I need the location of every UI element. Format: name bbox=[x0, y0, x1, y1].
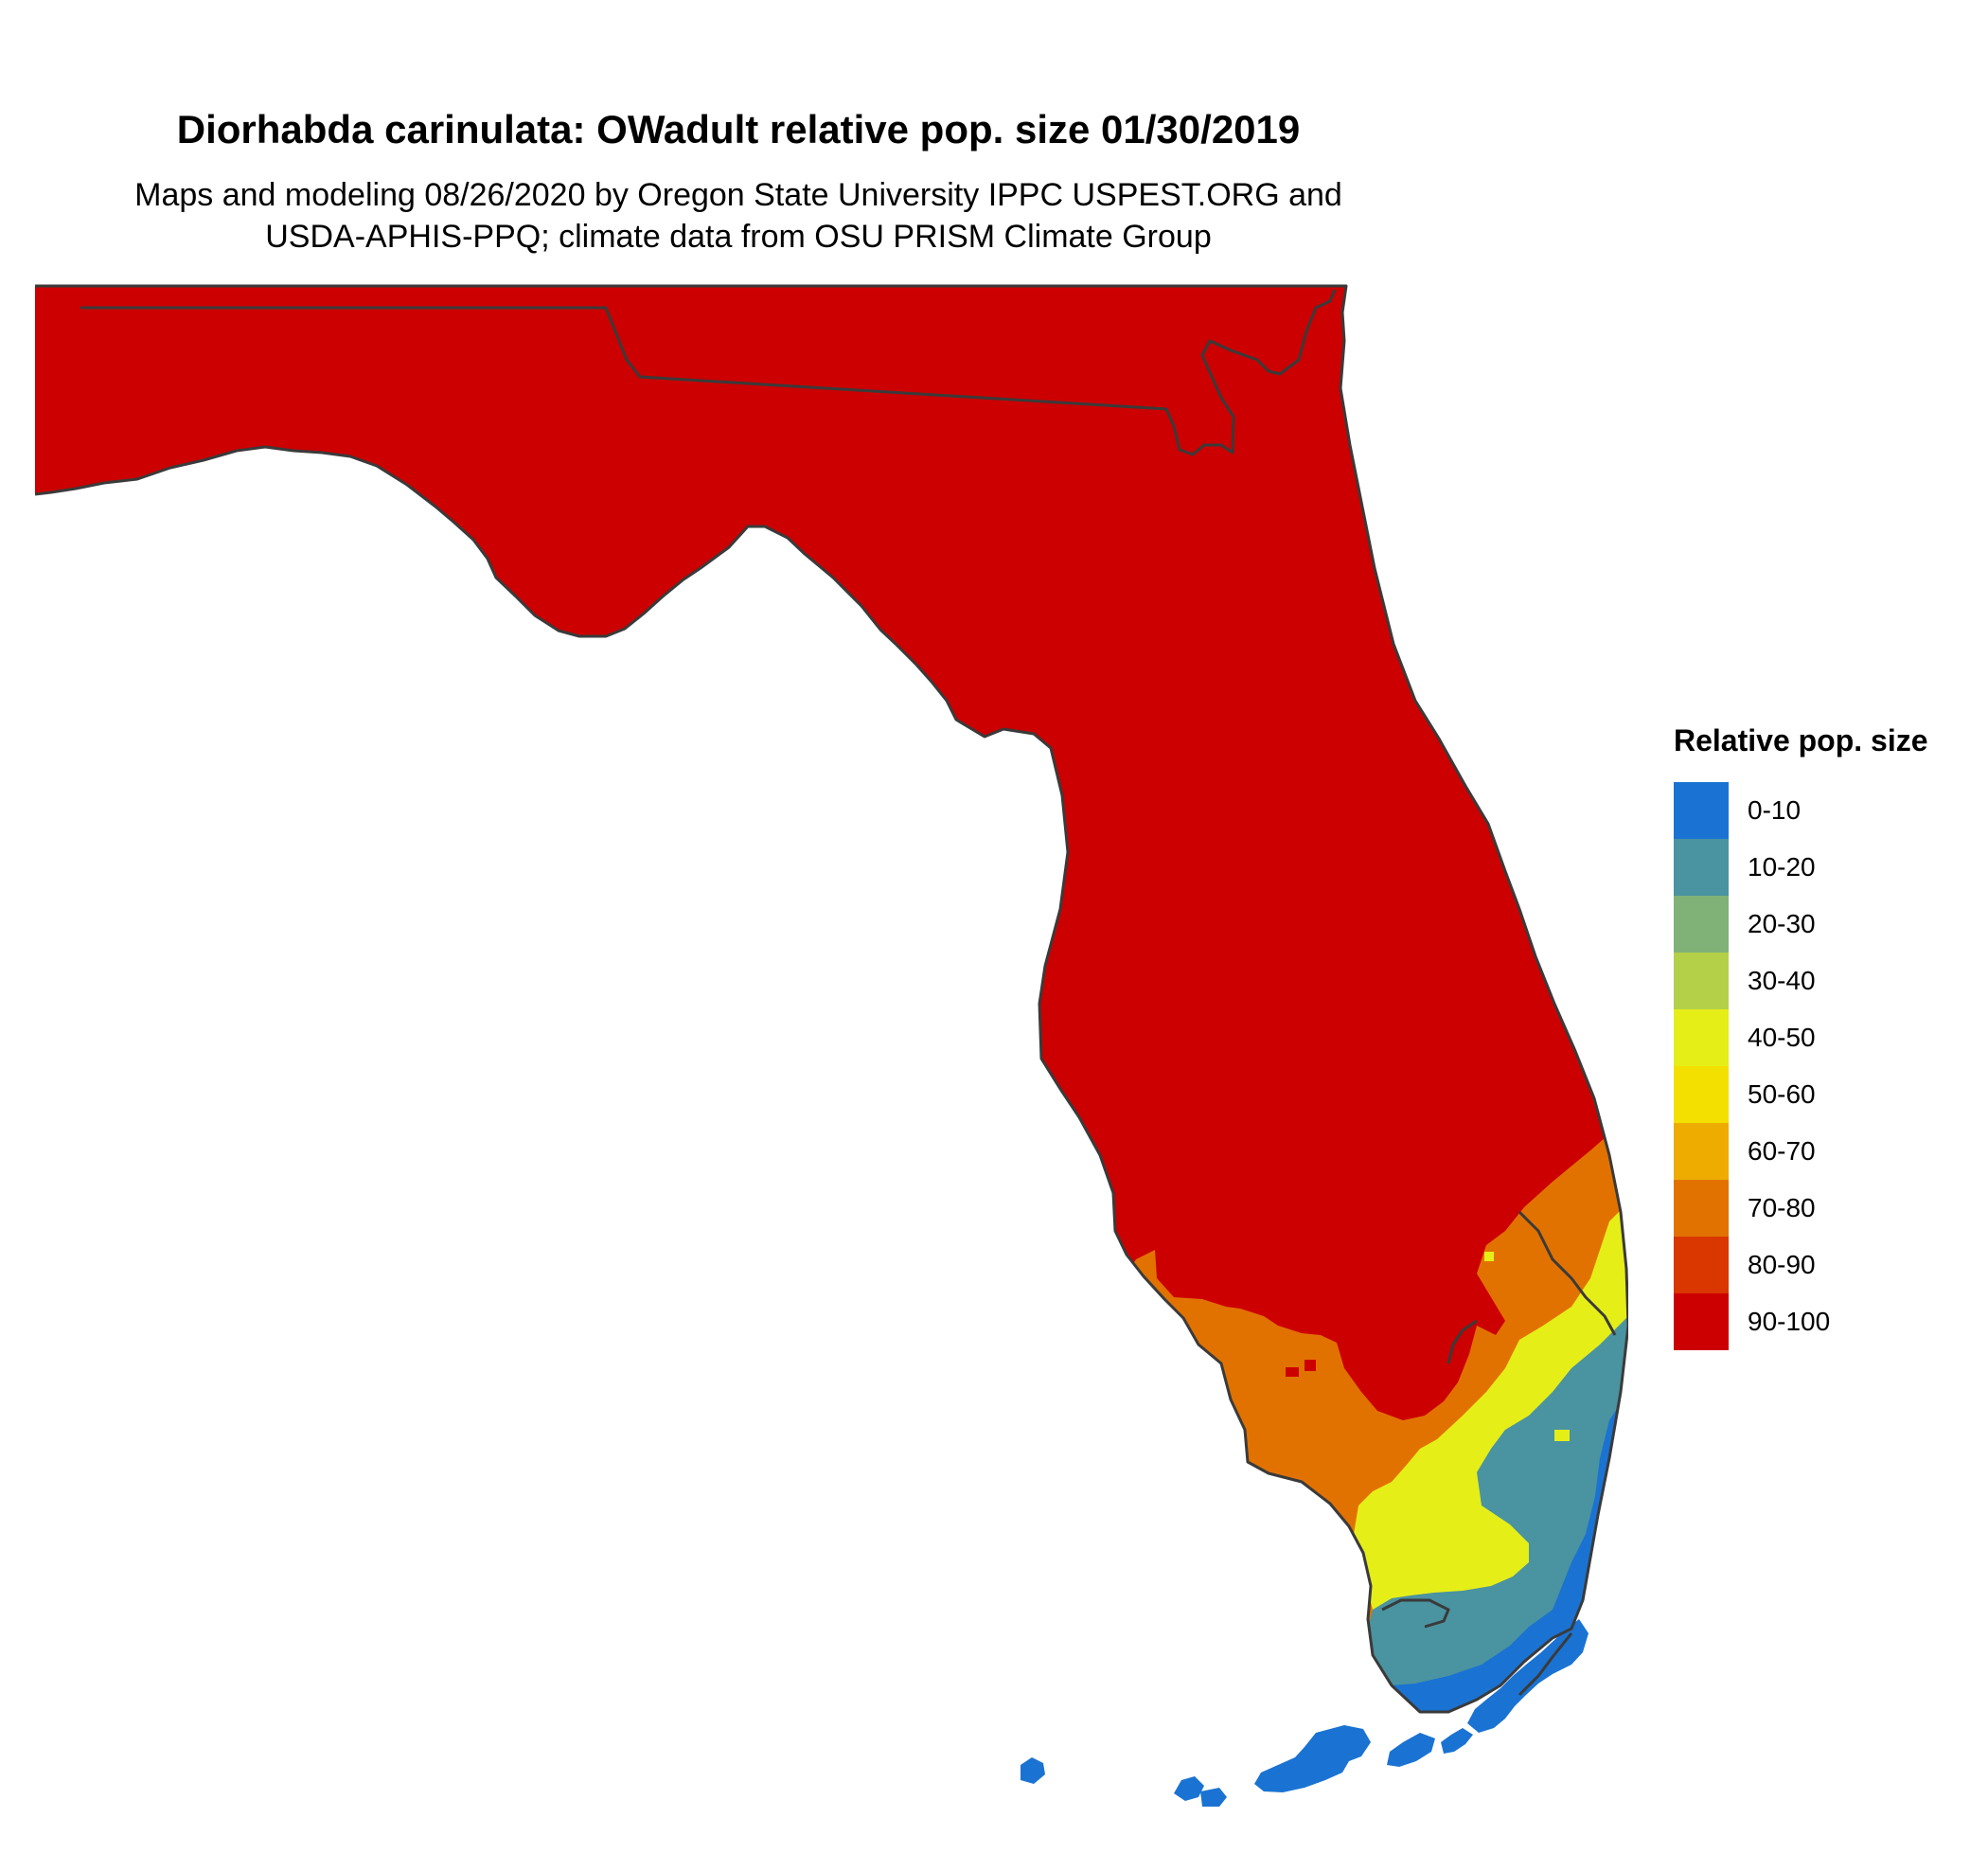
map-legend: Relative pop. size 0-10 10-20 20-30 30-40 40… bbox=[1674, 722, 1977, 1350]
legend-label: 30-40 bbox=[1748, 966, 1816, 995]
legend-label: 90-100 bbox=[1748, 1307, 1831, 1336]
legend-label: 20-30 bbox=[1748, 909, 1816, 938]
legend-item: 10-20 bbox=[1674, 839, 1977, 896]
florida-map bbox=[34, 284, 1628, 1807]
legend-items: 0-10 10-20 20-30 30-40 40-50 50-60 60-70 70-80 8… bbox=[1674, 782, 1977, 1350]
map-subtitle-line-1: Maps and modeling 08/26/2020 by Oregon S… bbox=[134, 177, 1342, 213]
legend-label: 60-70 bbox=[1748, 1136, 1816, 1166]
legend-item: 40-50 bbox=[1674, 1009, 1977, 1066]
legend-item: 50-60 bbox=[1674, 1066, 1977, 1123]
legend-swatch bbox=[1674, 839, 1729, 896]
legend-item: 70-80 bbox=[1674, 1180, 1977, 1237]
legend-swatch bbox=[1674, 782, 1729, 839]
legend-label: 80-90 bbox=[1748, 1250, 1816, 1279]
legend-label: 40-50 bbox=[1748, 1023, 1816, 1052]
legend-swatch bbox=[1674, 1237, 1729, 1293]
legend-item: 20-30 bbox=[1674, 896, 1977, 953]
map-title: Diorhabda carinulata: OWadult relative p… bbox=[176, 107, 1301, 151]
legend-swatch bbox=[1674, 1066, 1729, 1123]
legend-label: 10-20 bbox=[1748, 852, 1816, 882]
legend-item: 0-10 bbox=[1674, 782, 1977, 839]
legend-title: Relative pop. size bbox=[1674, 723, 1928, 757]
legend-label: 50-60 bbox=[1748, 1079, 1816, 1109]
legend-swatch bbox=[1674, 896, 1729, 953]
legend-label: 0-10 bbox=[1748, 795, 1802, 825]
legend-swatch bbox=[1674, 1009, 1729, 1066]
legend-swatch bbox=[1674, 953, 1729, 1009]
legend-item: 60-70 bbox=[1674, 1123, 1977, 1180]
legend-swatch bbox=[1674, 1293, 1729, 1350]
legend-item: 30-40 bbox=[1674, 953, 1977, 1009]
legend-label: 70-80 bbox=[1748, 1193, 1816, 1222]
legend-swatch bbox=[1674, 1123, 1729, 1180]
legend-swatch bbox=[1674, 1180, 1729, 1237]
legend-item: 80-90 bbox=[1674, 1237, 1977, 1293]
map-subtitle-line-2: USDA-APHIS-PPQ; climate data from OSU PR… bbox=[265, 219, 1212, 255]
legend-item: 90-100 bbox=[1674, 1293, 1977, 1350]
